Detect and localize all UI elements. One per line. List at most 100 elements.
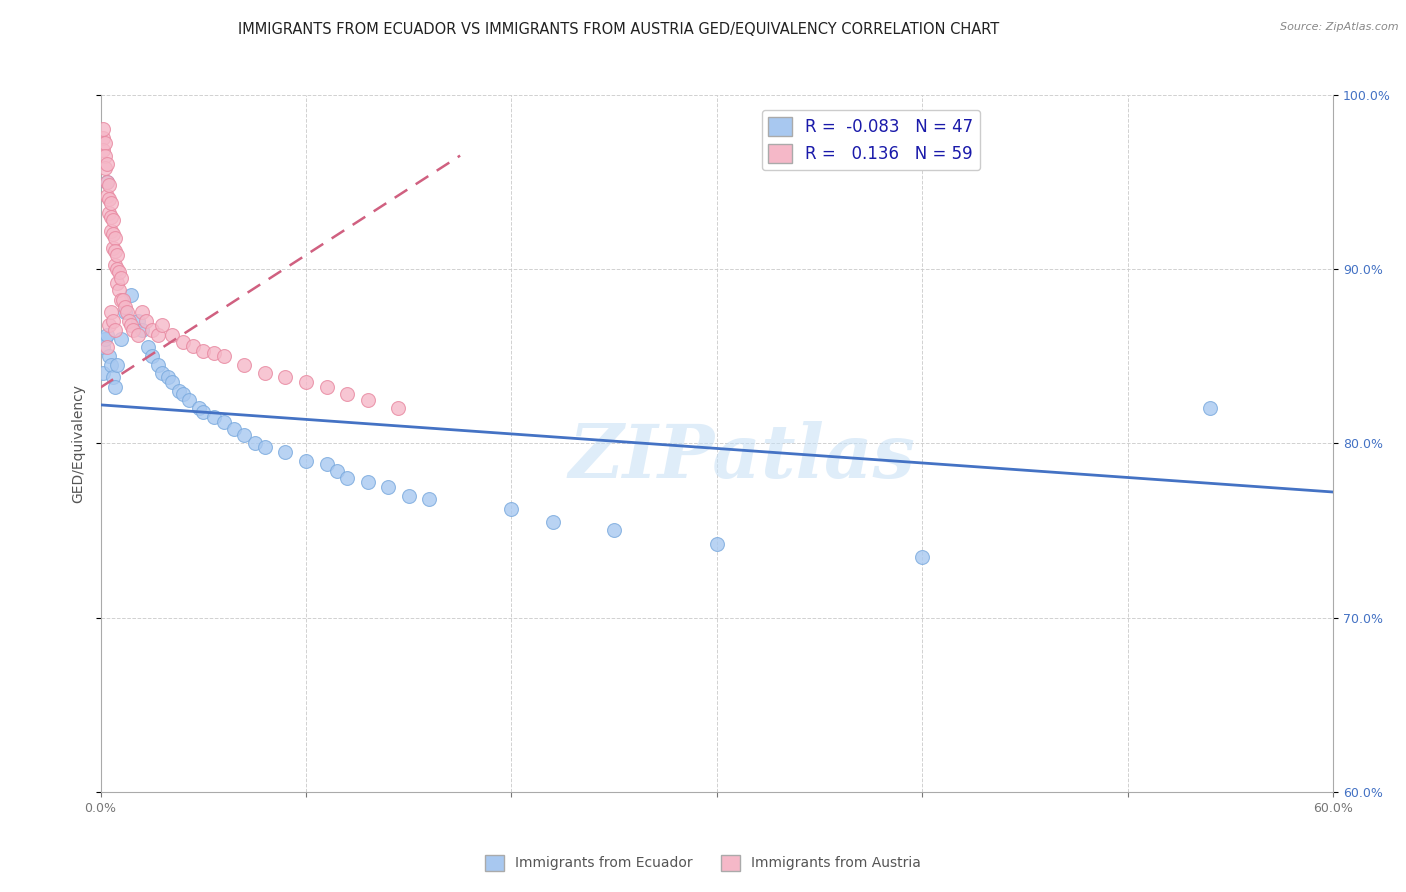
Point [181,338,204,352]
Point [96,340,118,354]
Point [96,188,118,202]
Point [93,148,115,162]
Point [96,328,118,343]
Point [377,480,399,494]
Point [100,223,122,237]
Point [101,227,124,241]
Point [212,415,235,429]
Point [110,293,132,308]
Point [105,248,128,262]
Point [418,491,440,506]
Point [100,305,122,319]
Point [274,445,297,459]
Point [541,515,564,529]
Point [110,270,132,285]
Point [120,318,142,332]
Point [127,328,149,343]
Point [146,328,169,343]
Point [188,401,211,416]
Point [105,358,128,372]
Point [96,157,118,171]
Point [193,343,215,358]
Point [114,305,136,319]
Point [118,314,141,328]
Point [336,387,359,401]
Point [97,192,120,206]
Point [706,537,728,551]
Text: Source: ZipAtlas.com: Source: ZipAtlas.com [1281,22,1399,32]
Point [114,300,136,314]
Point [136,340,159,354]
Point [157,370,180,384]
Point [336,471,359,485]
Point [603,524,626,538]
Point [93,136,115,151]
Point [167,384,190,398]
Point [274,370,297,384]
Point [141,349,163,363]
Point [253,440,276,454]
Point [104,259,127,273]
Point [91,131,114,145]
Point [104,230,127,244]
Point [91,367,114,381]
Point [97,349,120,363]
Point [172,335,194,350]
Point [100,195,122,210]
Point [110,332,132,346]
Point [193,405,215,419]
Point [104,323,127,337]
Point [93,332,115,346]
Point [233,427,256,442]
Point [100,210,122,224]
Point [146,358,169,372]
Point [202,345,225,359]
Point [108,265,131,279]
Point [105,261,128,276]
Point [100,358,122,372]
Point [101,370,124,384]
Point [97,178,120,193]
Point [162,328,184,343]
Point [104,380,127,394]
Point [222,422,245,436]
Point [501,502,523,516]
Point [91,340,114,354]
Point [120,288,142,302]
Point [127,314,149,328]
Point [141,323,163,337]
Point [150,318,173,332]
Point [97,206,120,220]
Text: ZIPatlas: ZIPatlas [568,421,915,493]
Point [104,244,127,259]
Point [122,323,145,337]
Point [131,323,153,337]
Point [233,358,256,372]
Point [172,387,194,401]
Text: IMMIGRANTS FROM ECUADOR VS IMMIGRANTS FROM AUSTRIA GED/EQUIVALENCY CORRELATION C: IMMIGRANTS FROM ECUADOR VS IMMIGRANTS FR… [238,22,1000,37]
Point [135,314,157,328]
Point [911,549,934,564]
Point [91,144,114,158]
Point [162,375,184,389]
Point [112,293,135,308]
Point [101,314,124,328]
Point [315,457,337,471]
Point [253,367,276,381]
Point [115,305,138,319]
Point [93,161,115,175]
Legend: R =  -0.083   N = 47, R =   0.136   N = 59: R = -0.083 N = 47, R = 0.136 N = 59 [762,110,980,170]
Y-axis label: GED/Equivalency: GED/Equivalency [72,384,86,503]
Point [295,375,318,389]
Point [1199,401,1222,416]
Point [202,410,225,425]
Point [356,392,378,407]
Point [96,175,118,189]
Point [212,349,235,363]
Point [356,475,378,489]
Legend: Immigrants from Ecuador, Immigrants from Austria: Immigrants from Ecuador, Immigrants from… [479,849,927,876]
Point [295,453,318,467]
Point [96,175,118,189]
Point [108,283,131,297]
Point [97,318,120,332]
